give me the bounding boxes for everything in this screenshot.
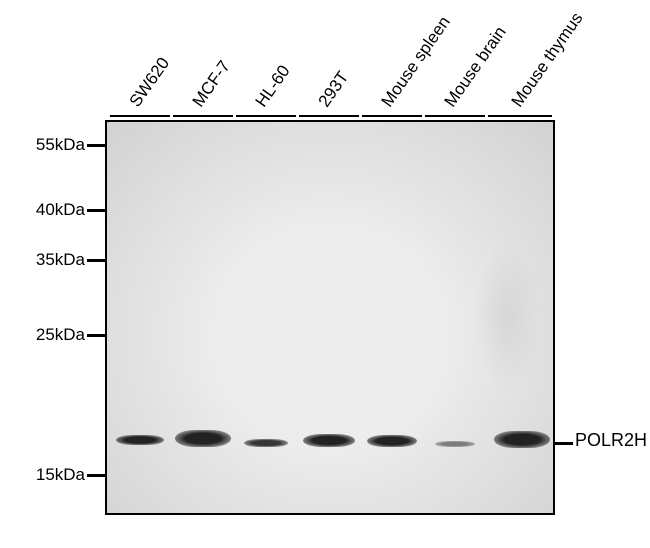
lane-underline [488,115,552,117]
lane-label: HL-60 [252,62,295,111]
lane-underline [236,115,296,117]
mw-marker-label: 35kDa [36,250,85,270]
blot-band [175,430,231,447]
mw-marker-label: 40kDa [36,200,85,220]
western-blot-figure: SW620MCF-7HL-60293TMouse spleenMouse bra… [0,0,650,548]
mw-marker-label: 25kDa [36,325,85,345]
lane-label: Mouse brain [441,23,511,111]
mw-marker-label: 55kDa [36,135,85,155]
lane-underline [110,115,170,117]
lane-underline [299,115,359,117]
blot-band [303,434,355,447]
blot-band [435,441,475,447]
blot-membrane [105,120,555,515]
mw-marker-tick [87,259,105,262]
lane-underline [362,115,422,117]
blot-band [367,435,417,447]
lane-label: MCF-7 [189,57,235,111]
blot-membrane-smudge [473,242,543,392]
lane-underline [173,115,233,117]
mw-marker-tick [87,144,105,147]
blot-band [116,435,164,445]
mw-marker-label: 15kDa [36,465,85,485]
mw-marker-tick [87,474,105,477]
lane-underline [425,115,485,117]
blot-band [494,431,550,448]
protein-label: POLR2H [575,430,647,451]
lane-label: 293T [315,68,354,111]
mw-marker-tick [87,334,105,337]
protein-label-tick [555,442,573,445]
mw-marker-tick [87,209,105,212]
blot-band [244,439,288,447]
lane-label: SW620 [126,54,174,111]
lane-label: Mouse thymus [508,9,588,111]
